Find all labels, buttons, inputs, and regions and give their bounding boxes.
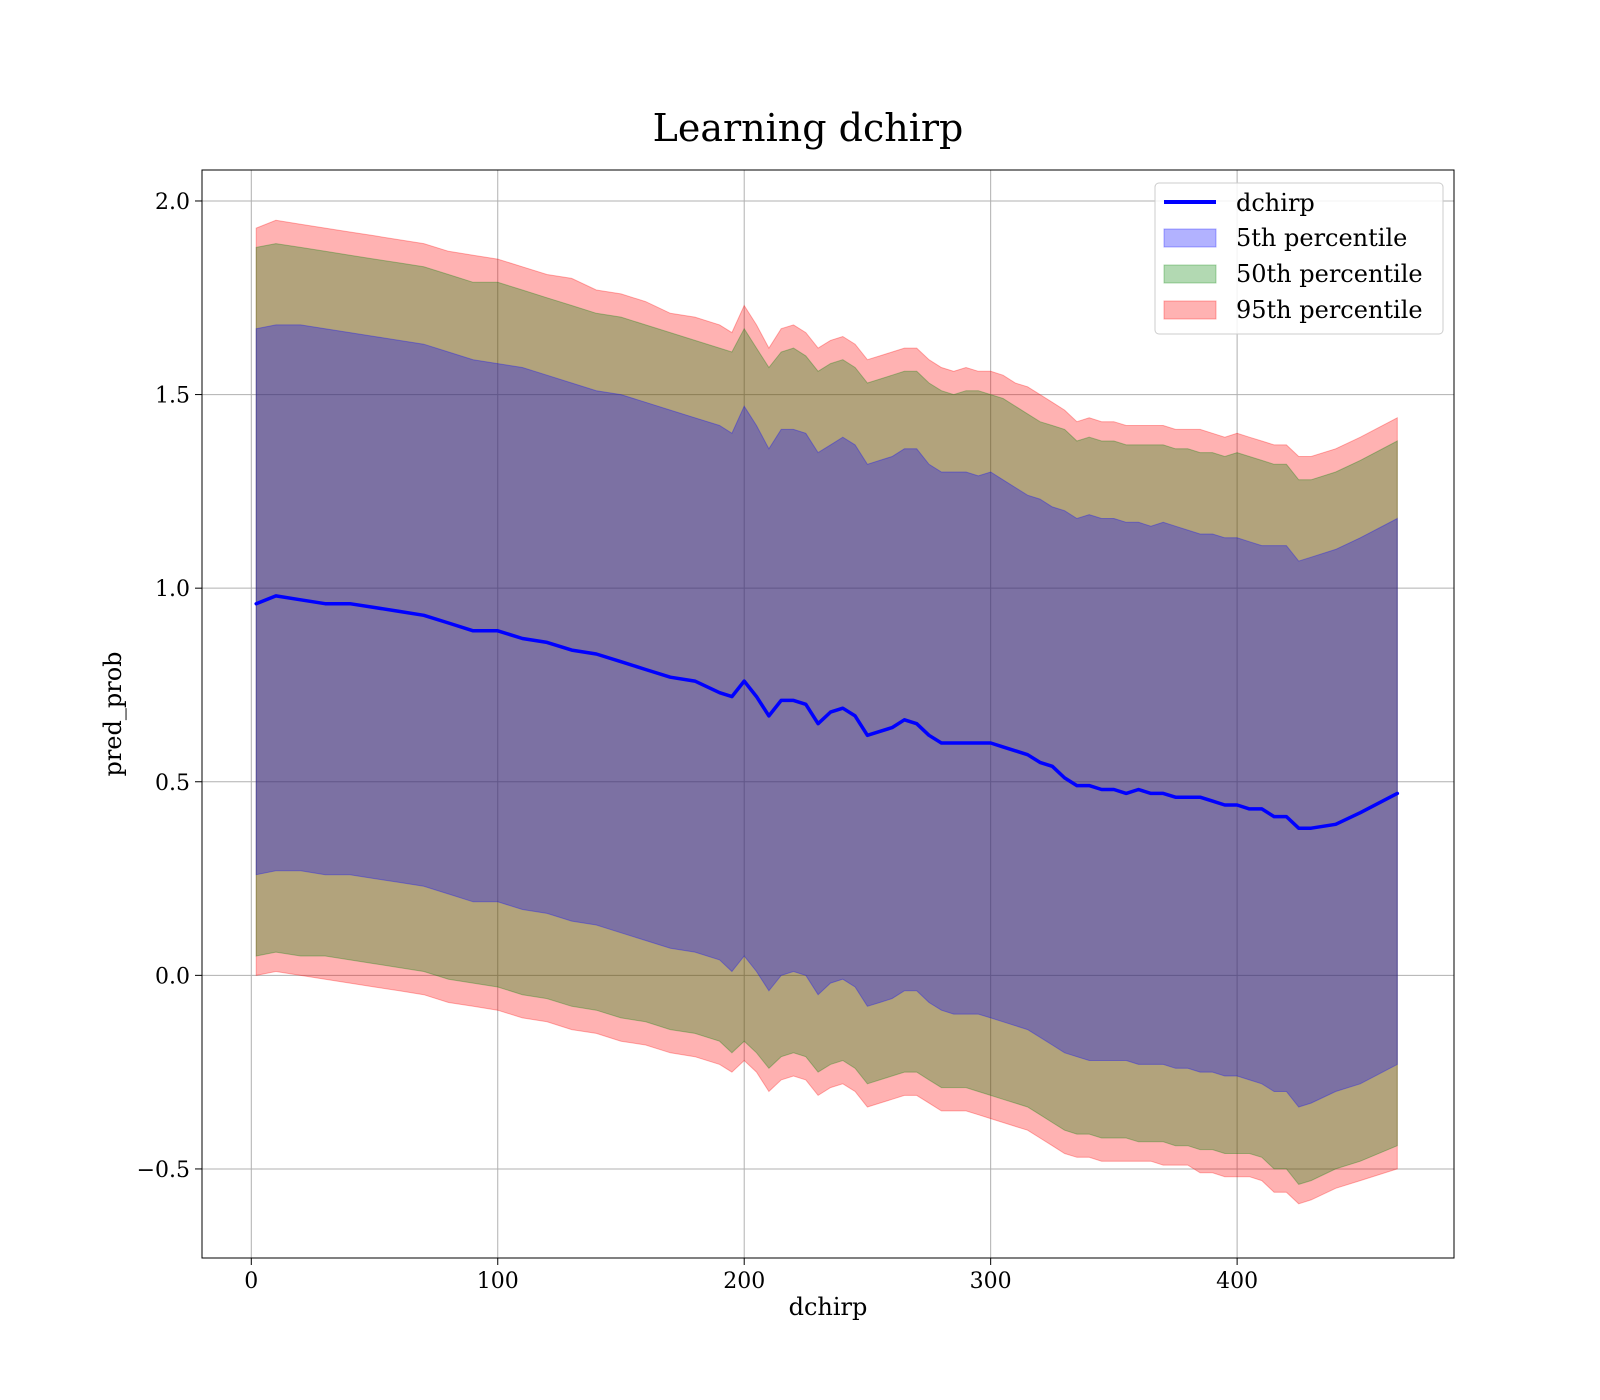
legend-label-95th-percentile: 95th percentile	[1236, 296, 1423, 324]
series-line-dchirp	[254, 594, 1400, 830]
band-95th-percentile	[255, 219, 1398, 1205]
legend: dchirp 5th percentile 50th percentile 95…	[1154, 182, 1444, 335]
legend-frame	[1154, 182, 1444, 335]
x-tick-label: 0	[244, 1269, 258, 1294]
legend-label-dchirp: dchirp	[1236, 189, 1315, 217]
legend-swatch-50th-percentile	[1163, 264, 1217, 284]
y-tick-label: 0.5	[155, 771, 190, 796]
axis-ticks: 0 100 200 300 400 −0.5 0.0 0.5 1.0 1.5 2.0	[137, 190, 1259, 1294]
y-tick-label: 0.0	[155, 964, 190, 989]
y-axis-label: pred_prob	[99, 651, 127, 776]
x-tick-label: 300	[970, 1269, 1012, 1294]
plot-frame	[201, 169, 1455, 1259]
y-tick-label: 1.0	[155, 577, 190, 602]
legend-swatch-95th-percentile	[1163, 300, 1217, 320]
chart-title: Learning dchirp	[653, 106, 964, 150]
legend-label-5th-percentile: 5th percentile	[1236, 224, 1407, 252]
y-tick-label: 2.0	[155, 190, 190, 215]
y-tick-label: 1.5	[155, 384, 190, 409]
x-tick-label: 200	[723, 1269, 765, 1294]
x-tick-label: 400	[1216, 1269, 1258, 1294]
legend-swatch-5th-percentile	[1163, 228, 1217, 248]
series-lines	[254, 594, 1400, 830]
y-tick-label: −0.5	[137, 1158, 190, 1183]
x-tick-label: 100	[477, 1269, 519, 1294]
x-axis-label: dchirp	[789, 1293, 868, 1321]
legend-label-50th-percentile: 50th percentile	[1236, 260, 1423, 288]
